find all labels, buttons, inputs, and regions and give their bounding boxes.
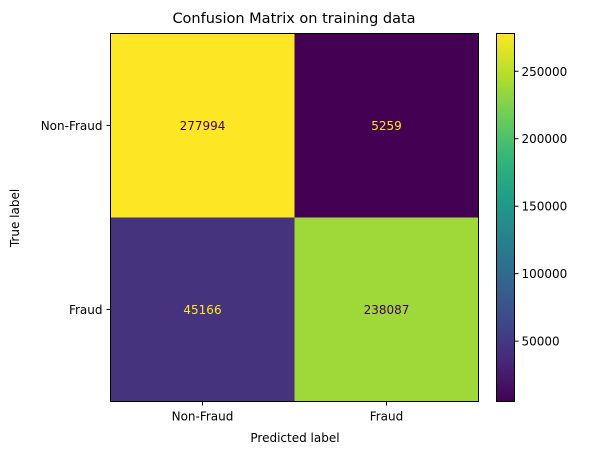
x-tick-label: Non-Fraud: [172, 410, 234, 424]
cell-value-label: 45166: [183, 303, 221, 317]
y-axis-label: True label: [8, 189, 22, 248]
colorbar-tick-label: 150000: [522, 200, 568, 214]
heatmap-cells: 277994 5259 45166 238087: [110, 33, 479, 402]
colorbar-tick-label: 250000: [522, 65, 568, 79]
colorbar-gradient: [496, 33, 515, 402]
cell-value-label: 5259: [371, 119, 402, 133]
colorbar-tick-label: 200000: [522, 132, 568, 146]
axes: Non-Fraud Fraud Non-Fraud Fraud: [41, 119, 404, 424]
y-tick-label: Non-Fraud: [41, 119, 103, 133]
x-axis-label: Predicted label: [250, 431, 339, 445]
heatmap-cell: [110, 217, 295, 402]
plot-frame: [110, 33, 479, 402]
chart-title: Confusion Matrix on training data: [172, 11, 415, 27]
x-tick-label: Fraud: [370, 410, 404, 424]
colorbar-tick-label: 100000: [522, 267, 568, 281]
heatmap-cell: [110, 33, 295, 218]
heatmap-cell: [294, 217, 479, 402]
y-tick-label: Fraud: [69, 303, 103, 317]
colorbar: 50000 100000 150000 200000 250000: [496, 33, 568, 402]
cell-value-label: 238087: [364, 303, 410, 317]
heatmap-cell: [294, 33, 479, 218]
cell-value-label: 277994: [180, 119, 226, 133]
colorbar-tick-label: 50000: [522, 335, 560, 349]
